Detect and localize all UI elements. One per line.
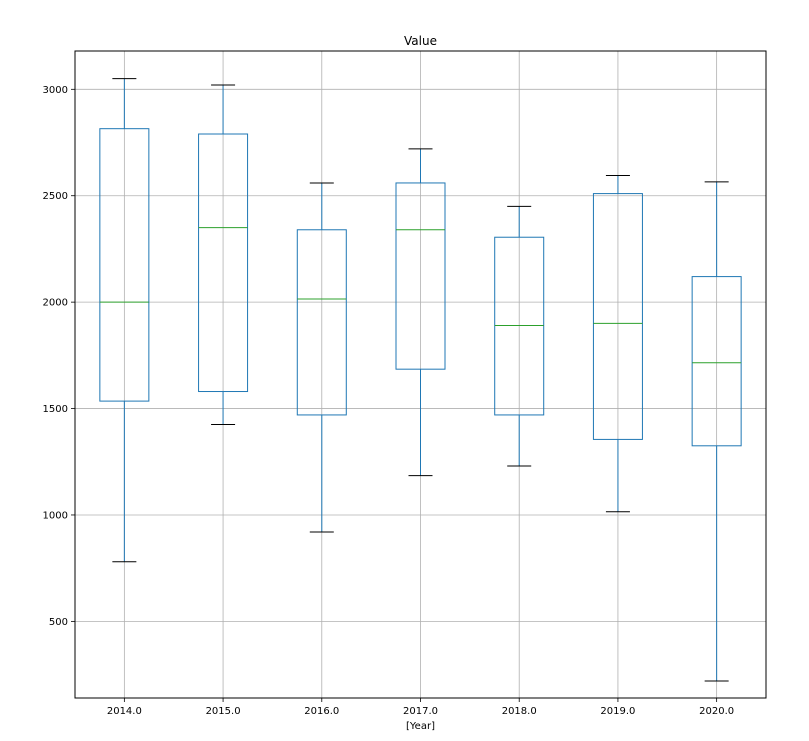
y-tick-label: 1500 xyxy=(43,404,68,415)
x-tick-label: 2015.0 xyxy=(206,706,241,717)
iqr-box xyxy=(198,133,249,393)
x-tick-label: 2019.0 xyxy=(600,706,635,717)
iqr-box xyxy=(296,229,347,416)
chart-title: Value xyxy=(404,34,437,48)
box-2018.0 xyxy=(494,205,545,467)
iqr-box xyxy=(592,193,643,440)
x-tick-label: 2017.0 xyxy=(403,706,438,717)
box-2017.0 xyxy=(395,148,446,477)
x-tick-label: 2014.0 xyxy=(107,706,142,717)
box-2015.0 xyxy=(198,84,249,426)
box-2019.0 xyxy=(592,175,643,513)
box-2020.0 xyxy=(691,181,742,682)
iqr-box xyxy=(395,182,446,370)
y-tick-label: 1000 xyxy=(43,510,68,521)
box-2016.0 xyxy=(296,182,347,533)
x-tick-label: 2016.0 xyxy=(304,706,339,717)
iqr-box xyxy=(494,236,545,416)
boxes xyxy=(99,78,742,682)
iqr-box xyxy=(691,276,742,447)
y-tick-label: 2000 xyxy=(43,298,68,309)
y-tick-label: 500 xyxy=(49,617,68,628)
x-tick-label: 2020.0 xyxy=(699,706,734,717)
y-tick-label: 2500 xyxy=(43,191,68,202)
x-tick-label: 2018.0 xyxy=(502,706,537,717)
x-axis-label: [Year] xyxy=(406,721,435,732)
y-tick-label: 3000 xyxy=(43,85,68,96)
box-2014.0 xyxy=(99,78,150,563)
iqr-box xyxy=(99,128,150,402)
axis-ticks: 500 1000 1500 2000 2500 3000 2014.0 2015.0 2016.… xyxy=(43,85,735,717)
